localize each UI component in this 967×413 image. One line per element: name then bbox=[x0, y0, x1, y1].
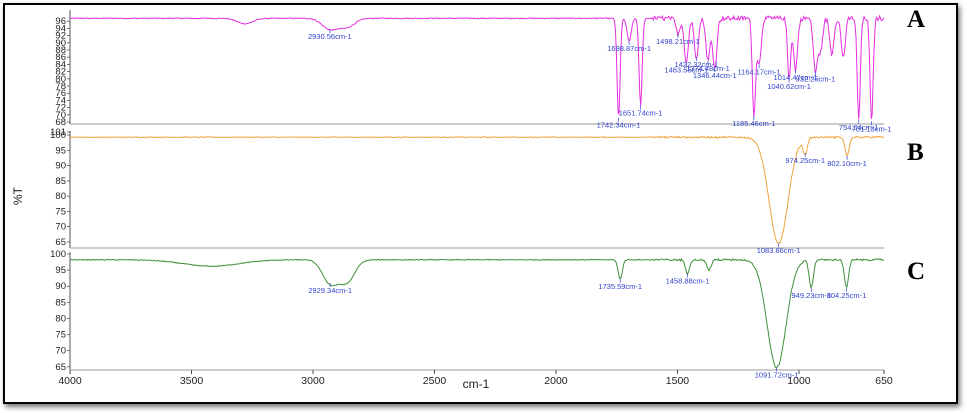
panel-c-y-tick-label: 80 bbox=[55, 313, 66, 324]
curves-layer bbox=[69, 14, 885, 372]
panel-c-letter: C bbox=[907, 258, 925, 285]
panel-c-y-tick-label: 65 bbox=[55, 362, 66, 373]
labels-layer: 4000 3500 3000 2500 2000 1500 1000 650969492908… bbox=[50, 6, 925, 387]
panel-a-peak-label: 1422.32cm-1 bbox=[674, 60, 718, 69]
panel-b-y-tick-label: 95 bbox=[55, 145, 66, 156]
panel-a-y-tick-label: 80 bbox=[55, 74, 66, 85]
panel-a-peak-label: 1651.74cm-1 bbox=[619, 108, 663, 117]
x-tick-label: 1000 bbox=[787, 375, 811, 387]
panel-b-peak-label: 802.10cm-1 bbox=[827, 159, 867, 168]
panel-a-y-tick-label: 84 bbox=[55, 59, 66, 70]
panel-a-peak-label: 701.13cm-1 bbox=[852, 124, 892, 133]
panel-a-y-tick-label: 92 bbox=[55, 31, 66, 42]
panel-a-letter: A bbox=[907, 6, 925, 33]
panel-b-y-tick-label: 85 bbox=[55, 176, 66, 187]
panel-a-peak-label: 1374.48cm-1 bbox=[686, 64, 730, 73]
panel-a-y-tick-label: 68 bbox=[55, 117, 66, 128]
panel-c-y-tick-label: 100 bbox=[50, 249, 66, 260]
panel-c-peak-label: 1735.59cm-1 bbox=[598, 282, 642, 291]
panel-a-peak-label: 1498.21cm-1 bbox=[656, 37, 700, 46]
x-tick-label: 2000 bbox=[544, 375, 568, 387]
x-tick-label: 1500 bbox=[666, 375, 690, 387]
panel-b-y-tick-label: 100 bbox=[50, 130, 66, 141]
panel-c-peak-label: 1458.88cm-1 bbox=[666, 276, 710, 285]
panel-b-peak-label: 1083.86cm-1 bbox=[757, 246, 801, 255]
panel-c-y-tick-label: 95 bbox=[55, 265, 66, 276]
panel-a-peak-label: 1742.34cm-1 bbox=[597, 121, 641, 130]
panel-a-y-tick-label: 88 bbox=[55, 45, 66, 56]
panel-a-peak-label: 1463.55cm-1 bbox=[664, 66, 708, 75]
panel-b-peak-label: 974.25cm-1 bbox=[785, 156, 825, 165]
panel-c-y-tick-label: 85 bbox=[55, 297, 66, 308]
axes-layer bbox=[67, 10, 885, 374]
x-tick-label: 3500 bbox=[180, 375, 204, 387]
panel-a-y-tick-label: 82 bbox=[55, 67, 66, 78]
panel-a-peak-label: 1014.47cm-1 bbox=[774, 73, 818, 82]
panel-a-y-tick-label: 76 bbox=[55, 88, 66, 99]
panel-b-y-tick-label: 101 bbox=[50, 127, 66, 138]
panel-c-peak-label: 2929.34cm-1 bbox=[308, 286, 352, 295]
panel-c-peak-label: 804.25cm-1 bbox=[827, 291, 867, 300]
panel-a-y-tick-label: 86 bbox=[55, 52, 66, 63]
panel-a-y-tick-label: 74 bbox=[55, 95, 66, 106]
panel-a-peak-label: 932.25cm-1 bbox=[796, 75, 836, 84]
panel-c-peak-label: 949.23cm-1 bbox=[791, 291, 831, 300]
panel-a-peak-label: 1346.44cm-1 bbox=[693, 71, 737, 80]
panel-b-spectrum-line bbox=[69, 135, 885, 244]
panel-a-y-tick-label: 78 bbox=[55, 81, 66, 92]
y-axis-label: %T bbox=[11, 186, 25, 205]
panel-a-y-tick-label: 70 bbox=[55, 110, 66, 121]
panel-a-peak-label: 1040.62cm-1 bbox=[767, 82, 811, 91]
panel-a-y-tick-label: 94 bbox=[55, 23, 66, 34]
panel-a-peak-label: 1698.87cm-1 bbox=[607, 44, 651, 53]
panel-c-y-tick-label: 90 bbox=[55, 281, 66, 292]
x-tick-label: 650 bbox=[875, 375, 893, 387]
x-tick-label: 3000 bbox=[301, 375, 325, 387]
x-axis-label: cm-1 bbox=[463, 377, 490, 391]
panel-b-y-tick-label: 75 bbox=[55, 206, 66, 217]
panel-a-peak-label: 1185.46cm-1 bbox=[732, 119, 775, 128]
panel-c-y-tick-label: 70 bbox=[55, 346, 66, 357]
panel-b-y-tick-label: 80 bbox=[55, 191, 66, 202]
panel-a-peak-label: 1164.17cm-1 bbox=[737, 67, 780, 76]
panel-a-peak-label: 2930.56cm-1 bbox=[308, 32, 352, 41]
panel-b-y-tick-label: 65 bbox=[55, 237, 66, 248]
x-tick-label: 2500 bbox=[423, 375, 447, 387]
figure-frame bbox=[3, 3, 958, 404]
panel-b-y-tick-label: 70 bbox=[55, 222, 66, 233]
panel-a-y-tick-label: 72 bbox=[55, 103, 66, 114]
panel-a-y-tick-label: 90 bbox=[55, 38, 66, 49]
panel-c-y-tick-label: 75 bbox=[55, 330, 66, 341]
panel-c-spectrum-line bbox=[69, 257, 884, 369]
panel-a-y-tick-label: 96 bbox=[55, 16, 66, 27]
panel-b-letter: B bbox=[907, 139, 924, 166]
panel-a-peak-label: 754.04cm-1 bbox=[839, 123, 879, 132]
x-tick-label: 4000 bbox=[58, 375, 82, 387]
panel-b-y-tick-label: 90 bbox=[55, 161, 66, 172]
panel-a-spectrum-line bbox=[69, 14, 885, 120]
panel-c-peak-label: 1091.72cm-1 bbox=[755, 370, 799, 379]
